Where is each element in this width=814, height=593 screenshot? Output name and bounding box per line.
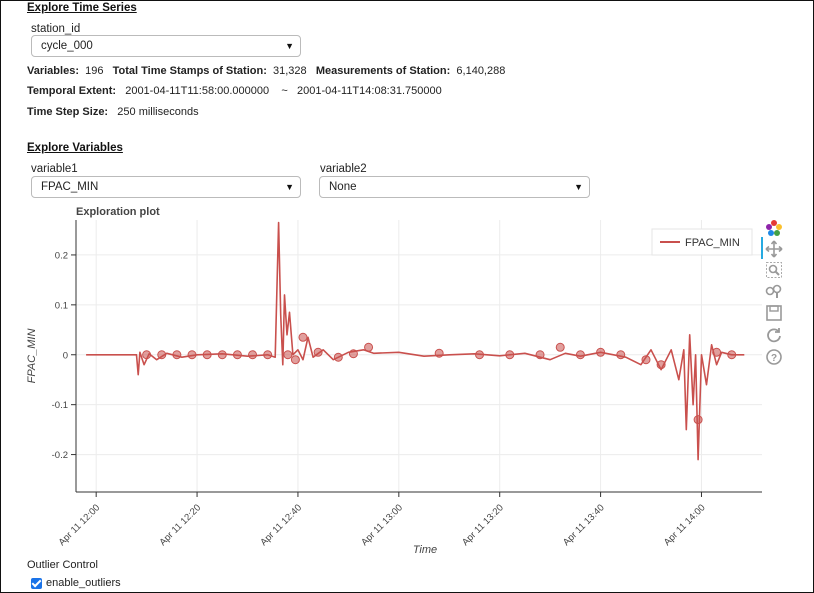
y-tick-label: -0.2 [52,450,68,461]
svg-text:?: ? [771,353,777,364]
outlier-marker [283,350,293,360]
station-id-select[interactable]: cycle_000 ▼ [31,35,301,57]
section-title-time-series: Explore Time Series [27,2,137,14]
time-step-value: 250 milliseconds [117,106,199,118]
outlier-marker [656,360,666,370]
variable1-select[interactable]: FPAC_MIN ▼ [31,176,301,198]
outlier-marker [364,342,374,352]
outlier-marker [712,347,722,357]
section-title-variables: Explore Variables [27,142,123,154]
save-icon[interactable] [765,304,783,322]
reset-icon[interactable] [765,326,783,344]
variable1-value: FPAC_MIN [41,181,99,193]
enable-outliers-label: enable_outliers [46,577,121,589]
outlier-marker [202,350,212,360]
outlier-marker [575,350,585,360]
outlier-control-title: Outlier Control [27,559,98,571]
series-line-fpac-min [86,221,745,461]
bokeh-logo-icon[interactable] [765,219,783,237]
variables-value: 196 [85,65,104,77]
station-stats-row: Variables: 196 Total Time Stamps of Stat… [27,65,505,77]
outlier-marker [263,350,273,360]
outlier-marker [333,352,343,362]
outlier-marker [555,342,565,352]
outlier-marker [596,347,606,357]
station-id-value: cycle_000 [41,40,93,52]
variable2-label: variable2 [320,163,367,175]
x-tick-label: Apr 11 14:00 [662,502,708,548]
variable2-value: None [329,181,357,193]
chevron-down-icon: ▼ [285,182,294,192]
x-tick-label: Apr 11 12:00 [57,502,103,548]
temporal-start: 2001-04-11T11:58:00.000000 [125,85,270,97]
y-tick-label: 0.1 [55,300,68,311]
x-tick-label: Apr 11 13:40 [561,502,607,548]
timestamps-value: 31,328 [272,65,307,77]
outlier-marker [727,350,737,360]
outlier-markers [142,332,737,425]
outlier-marker [505,350,515,360]
x-tick-label: Apr 11 12:40 [258,502,304,548]
outlier-marker [232,350,242,360]
outlier-marker [290,355,300,365]
outlier-marker [217,350,227,360]
pan-icon[interactable] [765,240,783,258]
y-tick-label: 0 [63,350,68,361]
outlier-marker [616,350,626,360]
box-zoom-icon[interactable] [765,261,783,279]
measurements-value: 6,140,288 [456,65,506,77]
wheel-zoom-icon[interactable] [765,282,783,300]
enable-outliers-checkbox[interactable] [31,578,42,589]
outlier-marker [187,350,197,360]
outlier-marker [693,415,703,425]
x-tick-label: Apr 11 12:20 [157,502,203,548]
toolbar-active-indicator [761,237,763,259]
variables-label: Variables: [27,65,79,77]
y-tick-label: -0.1 [52,400,68,411]
outlier-marker [434,348,444,358]
outlier-marker [142,350,152,360]
temporal-end: 2001-04-11T14:08:31.750000 [296,85,442,97]
outlier-marker [157,350,167,360]
x-tick-label: Apr 11 13:00 [359,502,405,548]
outlier-marker [641,355,651,365]
outlier-marker [172,350,182,360]
time-step-row: Time Step Size: 250 milliseconds [27,106,199,118]
chevron-down-icon: ▼ [285,41,294,51]
outlier-marker [475,350,485,360]
outlier-marker [298,332,308,342]
outlier-marker [348,349,358,359]
chart-title: Exploration plot [76,206,160,218]
legend: FPAC_MIN [651,228,753,256]
temporal-label: Temporal Extent: [27,85,117,97]
chevron-down-icon: ▼ [574,182,583,192]
series-fpac-min [86,221,745,461]
variable2-select[interactable]: None ▼ [319,176,590,198]
x-axis-label: Time [413,544,437,556]
timestamps-label: Total Time Stamps of Station: [112,65,267,77]
axes: Apr 11 12:00 Apr 11 12:20 Apr 11 12:40 Apr … [52,220,762,548]
y-axis-label: FPAC_MIN [26,329,38,384]
time-step-label: Time Step Size: [27,106,109,118]
y-tick-label: 0.2 [55,250,68,261]
outlier-marker [248,350,258,360]
temporal-separator: ~ [281,85,288,97]
variable1-label: variable1 [31,163,78,175]
x-tick-label: Apr 11 13:20 [460,502,506,548]
outlier-marker [313,347,323,357]
outlier-marker [535,350,545,360]
help-icon[interactable]: ? [765,348,783,366]
legend-label-fpac-min: FPAC_MIN [685,237,740,249]
station-id-label: station_id [31,23,81,35]
temporal-extent-row: Temporal Extent: 2001-04-11T11:58:00.000… [27,85,442,97]
measurements-label: Measurements of Station: [315,65,451,77]
